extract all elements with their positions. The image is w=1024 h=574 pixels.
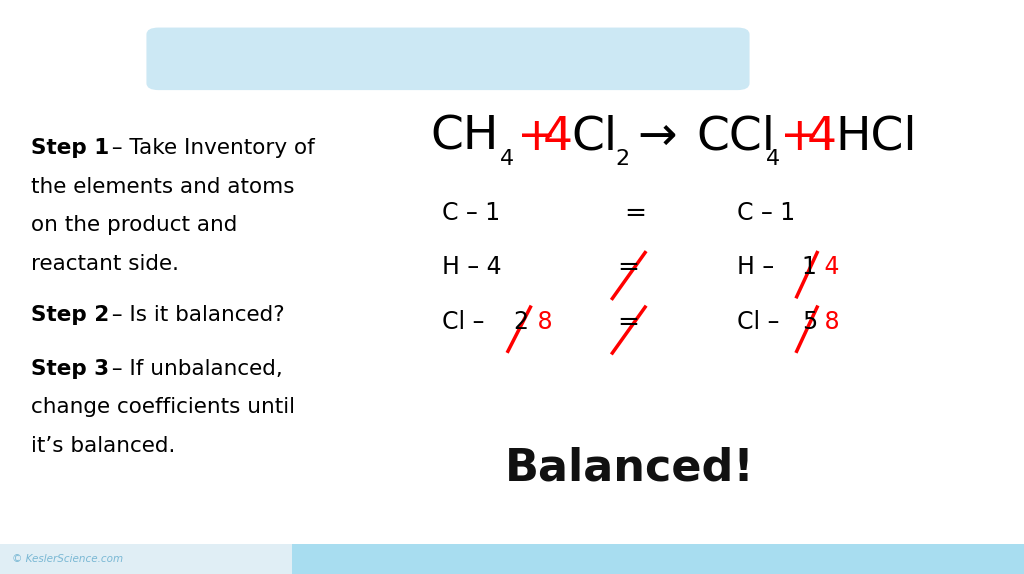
Text: 4: 4	[766, 149, 780, 169]
FancyBboxPatch shape	[0, 544, 292, 574]
Text: change coefficients until: change coefficients until	[31, 397, 295, 417]
Text: =: =	[617, 310, 640, 336]
Text: Step 2: Step 2	[31, 305, 109, 325]
Text: +: +	[517, 115, 557, 160]
Text: 2: 2	[615, 149, 630, 169]
Text: 1: 1	[802, 255, 817, 280]
Text: on the product and: on the product and	[31, 215, 238, 235]
Text: →: →	[637, 115, 677, 160]
Text: HCl: HCl	[836, 115, 918, 160]
Text: C – 1: C – 1	[737, 201, 796, 225]
Text: 8: 8	[530, 310, 553, 334]
Text: =: =	[624, 201, 646, 227]
Text: Cl: Cl	[571, 115, 617, 160]
Text: – Take Inventory of: – Take Inventory of	[105, 138, 315, 158]
Text: it’s balanced.: it’s balanced.	[31, 436, 175, 456]
Text: H – 4: H – 4	[442, 255, 502, 280]
Text: +: +	[780, 115, 820, 160]
Text: 4: 4	[817, 255, 840, 280]
Text: the elements and atoms: the elements and atoms	[31, 177, 294, 197]
FancyBboxPatch shape	[146, 28, 750, 90]
Text: – Is it balanced?: – Is it balanced?	[105, 305, 285, 325]
Text: H –: H –	[737, 255, 782, 280]
Text: 8: 8	[817, 310, 840, 334]
Text: 2: 2	[513, 310, 528, 334]
Text: © KeslerScience.com: © KeslerScience.com	[12, 554, 124, 564]
Text: CH: CH	[430, 115, 499, 160]
Text: Step 1: Step 1	[31, 138, 109, 158]
Text: 5: 5	[802, 310, 817, 334]
FancyBboxPatch shape	[292, 544, 1024, 574]
Text: CCl: CCl	[696, 115, 775, 160]
Text: 4: 4	[543, 115, 572, 160]
Text: Step 3: Step 3	[31, 359, 109, 379]
Text: Balanced!: Balanced!	[505, 447, 755, 489]
Text: 4: 4	[500, 149, 514, 169]
Text: =: =	[617, 255, 640, 281]
Text: C – 1: C – 1	[442, 201, 501, 225]
Text: Cl –: Cl –	[737, 310, 787, 334]
Text: 4: 4	[807, 115, 837, 160]
Text: – If unbalanced,: – If unbalanced,	[105, 359, 284, 379]
Text: Cl –: Cl –	[442, 310, 493, 334]
Text: reactant side.: reactant side.	[31, 254, 179, 274]
